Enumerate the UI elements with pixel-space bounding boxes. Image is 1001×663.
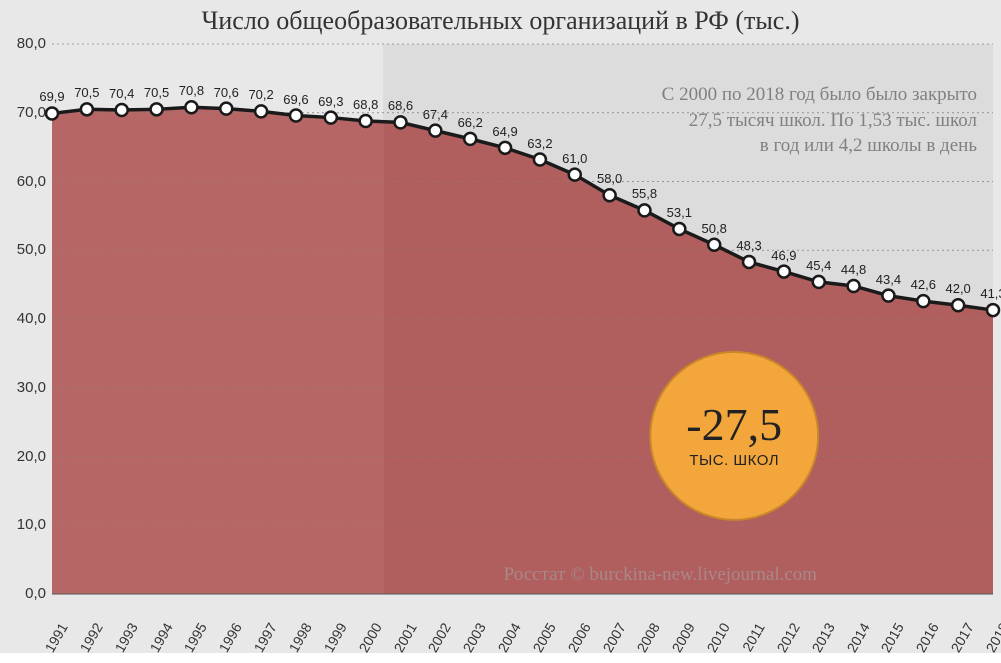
data-label: 58,0 xyxy=(597,171,622,186)
data-label: 48,3 xyxy=(736,238,761,253)
data-label: 42,6 xyxy=(911,277,936,292)
annotation-line: 27,5 тысяч школ. По 1,53 тыс. школ xyxy=(662,108,977,134)
data-label: 50,8 xyxy=(702,221,727,236)
data-label: 53,1 xyxy=(667,205,692,220)
data-label: 44,8 xyxy=(841,262,866,277)
ytick-label: 50,0 xyxy=(6,241,46,258)
ytick-label: 40,0 xyxy=(6,310,46,327)
ytick-label: 60,0 xyxy=(6,173,46,190)
data-label: 70,6 xyxy=(214,85,239,100)
chart-annotation: С 2000 по 2018 год было было закрыто27,5… xyxy=(662,82,977,159)
data-label: 64,9 xyxy=(492,124,517,139)
data-label: 67,4 xyxy=(423,107,448,122)
data-label: 66,2 xyxy=(458,115,483,130)
ytick-label: 20,0 xyxy=(6,448,46,465)
ytick-label: 80,0 xyxy=(6,35,46,52)
data-label: 41,3 xyxy=(980,286,1001,301)
chart-container: Число общеобразовательных организаций в … xyxy=(0,0,1001,653)
data-label: 61,0 xyxy=(562,151,587,166)
data-label: 45,4 xyxy=(806,258,831,273)
data-label: 69,6 xyxy=(283,92,308,107)
ytick-label: 10,0 xyxy=(6,516,46,533)
data-label: 63,2 xyxy=(527,136,552,151)
data-label: 68,8 xyxy=(353,97,378,112)
annotation-line: в год или 4,2 школы в день xyxy=(662,133,977,159)
ytick-label: 70,0 xyxy=(6,104,46,121)
callout-circle: -27,5 тыс. школ xyxy=(650,352,818,520)
data-label: 70,4 xyxy=(109,86,134,101)
data-label: 70,5 xyxy=(144,85,169,100)
ytick-label: 0,0 xyxy=(6,585,46,602)
data-label: 46,9 xyxy=(771,248,796,263)
data-label: 70,2 xyxy=(248,87,273,102)
callout-sub: тыс. школ xyxy=(689,452,779,469)
data-label: 70,5 xyxy=(74,85,99,100)
data-label: 43,4 xyxy=(876,272,901,287)
data-label: 69,3 xyxy=(318,94,343,109)
source-text: Росстат © burckina-new.livejournal.com xyxy=(504,564,817,586)
callout-value: -27,5 xyxy=(686,402,782,448)
ytick-label: 30,0 xyxy=(6,379,46,396)
data-label: 69,9 xyxy=(39,89,64,104)
data-label: 55,8 xyxy=(632,186,657,201)
data-label: 70,8 xyxy=(179,83,204,98)
annotation-line: С 2000 по 2018 год было было закрыто xyxy=(662,82,977,108)
data-label: 68,6 xyxy=(388,98,413,113)
data-label: 42,0 xyxy=(945,281,970,296)
